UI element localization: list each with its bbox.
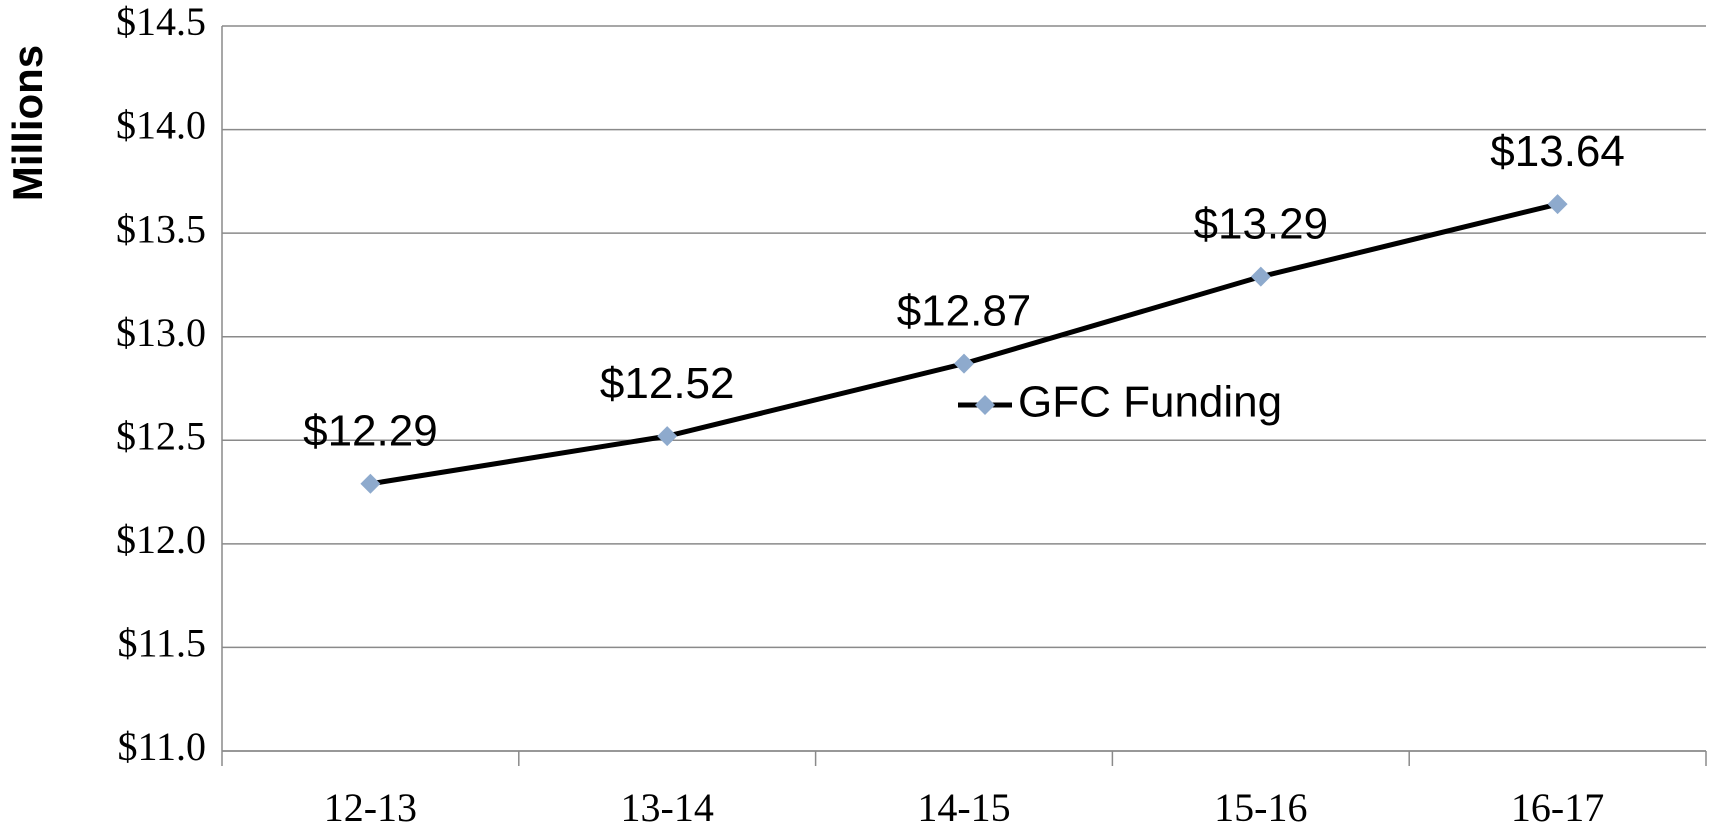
x-tick-label: 12-13: [324, 785, 417, 830]
y-tick-label: $11.0: [117, 724, 206, 769]
legend-label: GFC Funding: [1018, 378, 1282, 427]
y-tick-label: $11.5: [117, 621, 206, 666]
marker: [657, 426, 678, 447]
y-tick-label: $14.0: [116, 103, 206, 148]
marker: [975, 395, 995, 415]
marker: [1547, 194, 1568, 215]
x-tick-label: 13-14: [621, 785, 714, 830]
y-tick-label: $13.5: [116, 206, 206, 251]
x-tick-label: 14-15: [917, 785, 1010, 830]
y-tick-label: $13.0: [116, 310, 206, 355]
marker: [360, 473, 381, 494]
line: [370, 201, 1559, 487]
data-label: $13.64: [1490, 127, 1625, 176]
x-tick-label: 15-16: [1214, 785, 1307, 830]
y-axis-label: Millions: [4, 45, 51, 201]
marker: [1250, 266, 1271, 287]
data-label: $12.87: [897, 286, 1032, 335]
data-label: $12.29: [303, 406, 438, 455]
y-tick-label: $14.5: [116, 0, 206, 44]
y-tick-label: $12.5: [116, 413, 206, 458]
marker: [954, 353, 974, 374]
data-label: $13.29: [1194, 199, 1329, 248]
y-tick-label: $12.0: [116, 517, 206, 562]
data-label: $12.52: [600, 359, 735, 408]
x-tick-label: 16-17: [1511, 785, 1604, 830]
